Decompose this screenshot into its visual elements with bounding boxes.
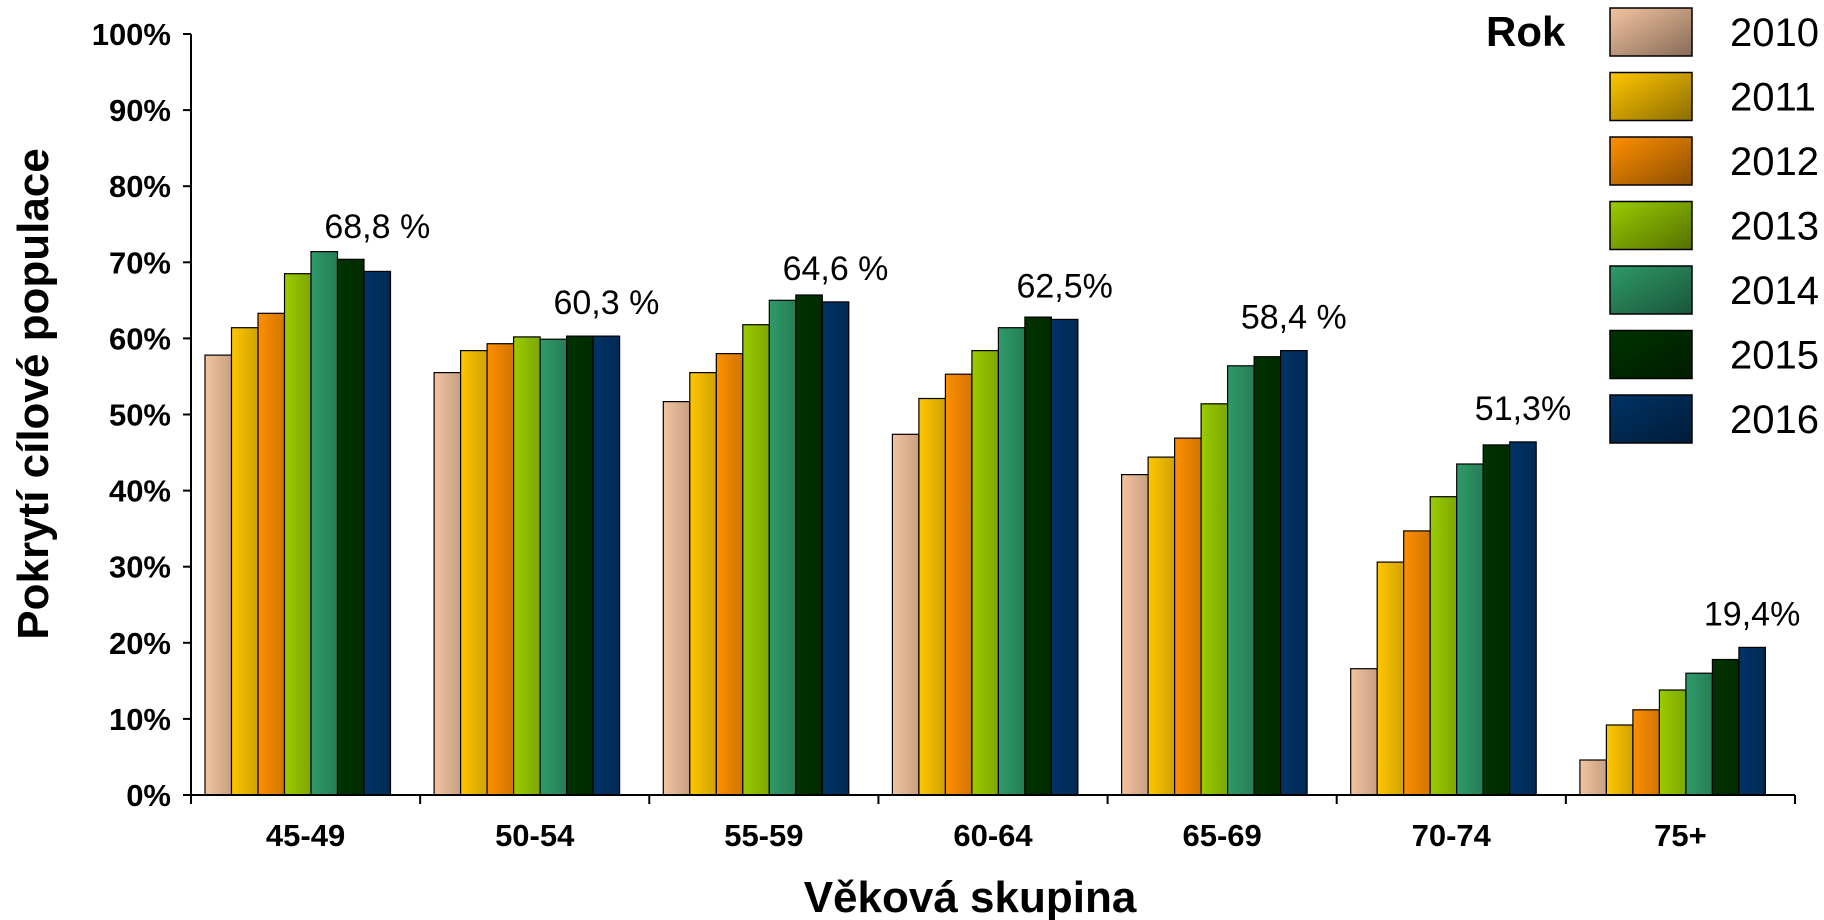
y-tick-label: 10% (109, 702, 171, 737)
legend-swatch-2014 (1609, 265, 1693, 315)
bar-55-59-2012 (715, 353, 744, 796)
bar-55-59-2014 (768, 299, 797, 796)
bar-75+-2013 (1658, 689, 1687, 796)
bar-50-54-2015 (565, 335, 594, 796)
bar-70-74-2015 (1482, 444, 1511, 796)
bar-50-54-2014 (539, 338, 568, 796)
data-label: 60,3 % (553, 284, 659, 322)
legend-label-2014: 2014 (1730, 269, 1819, 313)
y-tick-label: 100% (92, 17, 171, 52)
y-tick-label: 60% (109, 321, 171, 356)
x-tick-label: 65-69 (1182, 818, 1261, 853)
bar-60-64-2015 (1024, 316, 1053, 796)
data-label: 51,3% (1475, 390, 1571, 428)
data-label: 58,4 % (1241, 299, 1347, 337)
bar-45-49-2011 (230, 327, 259, 796)
legend-label-2013: 2013 (1730, 205, 1819, 249)
bar-60-64-2016 (1050, 318, 1079, 796)
bar-65-69-2010 (1120, 474, 1149, 796)
bar-55-59-2011 (689, 372, 717, 796)
bar-75+-2010 (1579, 759, 1608, 796)
bar-55-59-2013 (742, 324, 770, 796)
y-tick-label: 80% (109, 169, 171, 204)
bar-75+-2012 (1632, 709, 1661, 796)
bar-60-64-2013 (971, 350, 1000, 796)
legend-swatch-2012 (1609, 136, 1693, 186)
data-label: 19,4% (1704, 595, 1800, 633)
y-tick-label: 40% (109, 474, 171, 509)
data-label: 64,6 % (783, 250, 889, 288)
x-axis-title: Věková skupina (804, 873, 1137, 920)
bar-50-54-2010 (433, 372, 462, 796)
legend-swatch-2015 (1609, 329, 1693, 380)
legend-title: Rok (1486, 8, 1566, 55)
bar-55-59-2015 (795, 294, 823, 796)
legend-label-2010: 2010 (1730, 11, 1819, 55)
bar-70-74-2010 (1350, 668, 1378, 796)
bar-70-74-2012 (1403, 530, 1431, 796)
bar-60-64-2011 (918, 397, 947, 796)
legend-label-2016: 2016 (1730, 398, 1819, 442)
y-tick-label: 0% (126, 778, 171, 813)
x-tick-label: 70-74 (1412, 818, 1492, 853)
bar-65-69-2014 (1226, 365, 1255, 796)
bar-45-49-2013 (283, 273, 312, 796)
y-tick-label: 70% (109, 245, 171, 280)
bar-60-64-2014 (997, 327, 1026, 796)
y-tick-label: 20% (109, 626, 171, 661)
bar-60-64-2012 (944, 373, 973, 796)
bar-75+-2016 (1738, 646, 1767, 796)
x-tick-label: 55-59 (724, 818, 803, 853)
legend-swatch-2010 (1609, 7, 1693, 57)
x-tick-label: 50-54 (495, 818, 575, 853)
x-tick-label: 60-64 (953, 818, 1033, 853)
bar-45-49-2014 (310, 251, 339, 796)
bar-45-49-2010 (204, 354, 233, 796)
bar-75+-2011 (1605, 724, 1634, 796)
axes-layer: 0% 10% 20% 30% 40% 50% 60% 70% 80% 90% 100% 45-49 50… (92, 17, 1796, 853)
legend: Rok 2010 2011 2012 2013 2014 2015 2016 (1486, 7, 1819, 444)
data-label: 68,8 % (324, 208, 430, 246)
bar-60-64-2010 (891, 433, 920, 796)
bar-45-49-2015 (336, 258, 365, 796)
labels-layer: 68,8 % 60,3 % 64,6 % 62,5% 58,4 % 51,3% 19,4% (324, 208, 1800, 634)
legend-label-2011: 2011 (1730, 76, 1816, 120)
bar-70-74-2016 (1509, 441, 1537, 796)
bar-50-54-2016 (592, 335, 621, 796)
bar-65-69-2016 (1279, 350, 1308, 796)
x-tick-label: 45-49 (266, 818, 345, 853)
bar-55-59-2010 (662, 401, 691, 796)
bar-65-69-2011 (1147, 456, 1176, 796)
bar-65-69-2012 (1173, 437, 1202, 796)
bar-50-54-2011 (460, 350, 488, 796)
y-axis-title: Pokrytí cílové populace (9, 148, 58, 640)
bar-45-49-2012 (257, 312, 286, 796)
legend-label-2015: 2015 (1730, 334, 1819, 378)
bar-50-54-2013 (512, 336, 541, 796)
legend-label-2012: 2012 (1730, 140, 1819, 184)
data-label: 62,5% (1016, 267, 1112, 305)
legend-swatch-2016 (1609, 394, 1693, 444)
bar-70-74-2011 (1376, 561, 1405, 796)
x-tick-label: 75+ (1654, 818, 1707, 853)
bars-layer (204, 251, 1767, 796)
bar-75+-2015 (1711, 658, 1740, 796)
bar-75+-2014 (1685, 672, 1714, 796)
legend-swatch-2013 (1609, 200, 1693, 251)
bar-50-54-2012 (486, 343, 515, 796)
y-tick-label: 50% (109, 398, 171, 433)
y-tick-label: 30% (109, 550, 171, 585)
bar-65-69-2013 (1200, 403, 1229, 796)
legend-swatch-2011 (1609, 71, 1693, 122)
bar-70-74-2013 (1429, 496, 1458, 796)
y-tick-label: 90% (109, 93, 171, 128)
bar-45-49-2016 (363, 270, 392, 796)
bar-70-74-2014 (1456, 463, 1484, 796)
bar-55-59-2016 (821, 301, 850, 796)
bar-65-69-2015 (1253, 356, 1282, 796)
